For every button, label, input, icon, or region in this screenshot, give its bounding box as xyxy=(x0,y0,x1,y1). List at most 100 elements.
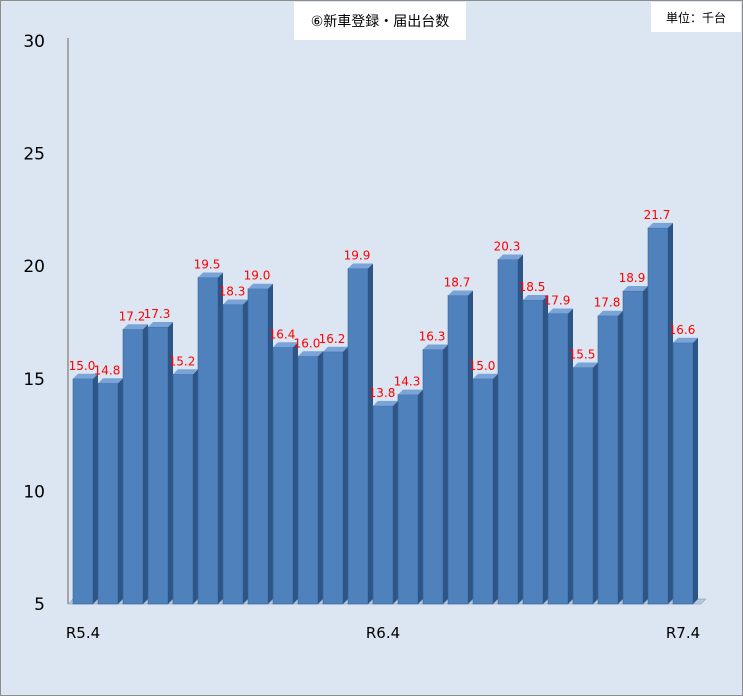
bar-top xyxy=(148,322,173,328)
bar-side xyxy=(693,337,698,604)
bar-top xyxy=(298,351,323,357)
bar-top xyxy=(648,222,673,228)
bar-front xyxy=(522,299,544,605)
bar-side xyxy=(618,310,623,604)
bar xyxy=(147,322,173,605)
data-label: 14.3 xyxy=(394,375,421,389)
bar-front xyxy=(372,405,394,605)
data-label: 18.3 xyxy=(219,284,246,298)
data-label: 15.5 xyxy=(569,348,596,362)
bar xyxy=(172,369,198,605)
bar-front xyxy=(72,378,94,605)
data-label: 18.7 xyxy=(444,275,471,289)
data-label: 19.9 xyxy=(344,248,371,262)
x-tick-label: R7.4 xyxy=(666,624,700,642)
bar xyxy=(297,351,323,605)
bar xyxy=(197,272,223,605)
bar-top xyxy=(173,369,198,375)
x-tick-label: R6.4 xyxy=(366,624,400,642)
bar-front xyxy=(447,295,469,605)
data-label: 17.8 xyxy=(594,296,621,310)
bar-side xyxy=(643,285,648,604)
data-label: 16.0 xyxy=(294,336,321,350)
bar-top xyxy=(448,290,473,296)
bar-side xyxy=(493,373,498,604)
unit-label: 単位：千台 xyxy=(651,2,741,32)
bar-side xyxy=(318,351,323,604)
data-label: 19.0 xyxy=(244,269,271,283)
bar xyxy=(497,254,523,605)
bar-front xyxy=(172,373,194,605)
bar-front xyxy=(122,328,144,605)
bar-side xyxy=(468,290,473,604)
bar-top xyxy=(73,373,98,379)
data-label: 16.6 xyxy=(669,323,696,337)
bar-side xyxy=(418,389,423,604)
bar xyxy=(472,373,498,605)
bar xyxy=(222,299,248,605)
bar-top xyxy=(223,299,248,305)
bar-front xyxy=(672,342,694,605)
data-label: 18.5 xyxy=(519,280,546,294)
bar-side xyxy=(518,254,523,604)
bar-top xyxy=(623,285,648,291)
bar-front xyxy=(247,288,269,605)
bar xyxy=(122,324,148,605)
bar-side xyxy=(443,344,448,604)
bar-side xyxy=(218,272,223,604)
bar-top xyxy=(498,254,523,260)
bar-front xyxy=(97,383,119,605)
bar-front xyxy=(597,315,619,605)
bar-top xyxy=(98,378,123,384)
bar xyxy=(372,400,398,605)
bar-front xyxy=(397,394,419,605)
bar xyxy=(397,389,423,605)
bar-front xyxy=(422,349,444,605)
data-label: 20.3 xyxy=(494,239,521,253)
bar-side xyxy=(543,294,548,604)
bar xyxy=(247,283,273,605)
bar-side xyxy=(668,222,673,604)
bar xyxy=(622,285,648,605)
data-label: 17.3 xyxy=(144,307,171,321)
y-tick-label: 10 xyxy=(23,482,45,502)
bar-front xyxy=(572,367,594,605)
y-tick-label: 25 xyxy=(23,145,45,165)
bar-side xyxy=(343,346,348,604)
bar-front xyxy=(497,259,519,605)
bar xyxy=(547,308,573,605)
data-label: 16.2 xyxy=(319,332,346,346)
bar xyxy=(597,310,623,605)
data-label: 17.9 xyxy=(544,293,571,307)
bar-side xyxy=(268,283,273,604)
bar xyxy=(72,373,98,605)
bar-top xyxy=(548,308,573,314)
data-label: 16.3 xyxy=(419,330,446,344)
bar-top xyxy=(523,294,548,300)
data-label: 14.8 xyxy=(94,363,121,377)
bar-top xyxy=(673,337,698,343)
bar-top xyxy=(323,346,348,352)
bar-front xyxy=(197,277,219,605)
bar xyxy=(522,294,548,605)
bar-top xyxy=(348,263,373,269)
bar xyxy=(647,222,673,605)
bar-side xyxy=(593,362,598,604)
y-tick-label: 20 xyxy=(23,257,45,277)
bar-side xyxy=(293,342,298,604)
bar-top xyxy=(198,272,223,278)
bar-side xyxy=(368,263,373,604)
bar xyxy=(322,346,348,605)
bar-front xyxy=(272,346,294,605)
bar-front xyxy=(472,378,494,605)
bar-front xyxy=(622,290,644,605)
bar-top xyxy=(598,310,623,316)
bar xyxy=(422,344,448,605)
data-label: 21.7 xyxy=(644,208,671,222)
y-tick-label: 5 xyxy=(34,595,45,615)
bar-front xyxy=(547,313,569,605)
bar-side xyxy=(168,322,173,604)
bar-side xyxy=(568,308,573,604)
data-label: 15.0 xyxy=(69,359,96,373)
